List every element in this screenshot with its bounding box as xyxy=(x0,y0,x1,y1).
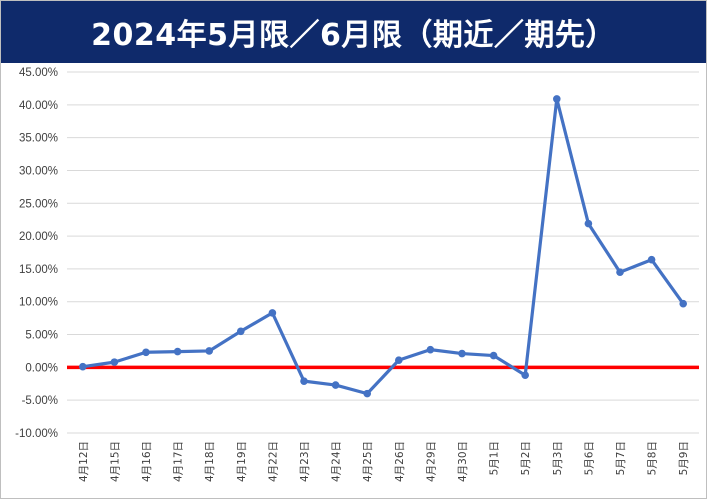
x-tick-label: 5月2日 xyxy=(520,441,532,475)
x-tick-label: 5月1日 xyxy=(489,441,501,475)
y-tick-label: 40.00% xyxy=(19,100,58,112)
y-tick-label: 0.00% xyxy=(25,362,58,374)
x-tick-label: 4月16日 xyxy=(141,441,153,482)
chart-title-bar: 2024年5月限／6月限（期近／期先） xyxy=(1,1,706,63)
x-tick-label: 4月17日 xyxy=(173,441,185,482)
data-point xyxy=(489,351,498,360)
x-tick-label: 5月3日 xyxy=(552,441,564,475)
y-tick-label: 10.00% xyxy=(19,297,58,309)
y-tick-label: 25.00% xyxy=(19,198,58,210)
data-series xyxy=(79,95,687,398)
x-tick-label: 4月23日 xyxy=(299,441,311,482)
x-tick-label: 4月30日 xyxy=(457,441,469,482)
y-tick-label: 20.00% xyxy=(19,231,58,243)
series-line xyxy=(81,97,685,396)
x-tick-label: 4月18日 xyxy=(204,441,216,482)
x-tick-label: 4月25日 xyxy=(362,441,374,482)
data-point xyxy=(521,371,529,380)
data-point xyxy=(647,255,656,264)
y-tick-label: -5.00% xyxy=(22,395,58,407)
x-tick-label: 5月9日 xyxy=(678,441,690,475)
data-point xyxy=(553,95,561,103)
data-point xyxy=(426,345,435,354)
x-tick-label: 4月19日 xyxy=(236,441,248,482)
data-point xyxy=(584,219,593,228)
data-point xyxy=(331,381,340,389)
data-point xyxy=(363,389,372,398)
data-point xyxy=(173,347,182,356)
x-tick-label: 4月26日 xyxy=(394,441,406,482)
y-tick-label: 45.00% xyxy=(19,67,58,79)
x-axis-ticks: 4月12日 4月15日 4月16日 4月17日 4月18日 4月19日 4月22日 4月23日… xyxy=(78,441,690,482)
x-tick-label: 5月8日 xyxy=(647,441,659,475)
x-tick-label: 4月12日 xyxy=(78,441,90,482)
data-point xyxy=(458,349,466,358)
y-tick-label: 5.00% xyxy=(25,330,58,342)
data-point xyxy=(679,299,687,308)
data-point xyxy=(110,358,119,366)
data-point xyxy=(395,356,403,364)
y-axis-ticks: 45.00% 40.00% 35.00% 30.00% 25.00% 20.00% 15.0… xyxy=(15,67,58,440)
x-tick-label: 4月24日 xyxy=(331,441,343,482)
y-tick-label: -10.00% xyxy=(15,428,58,440)
data-point xyxy=(142,348,150,357)
data-point xyxy=(205,347,213,355)
y-tick-label: 15.00% xyxy=(19,264,58,276)
data-point xyxy=(237,327,245,336)
gridlines xyxy=(67,71,699,434)
x-tick-label: 4月22日 xyxy=(267,441,279,482)
data-point xyxy=(616,268,624,276)
data-point xyxy=(79,362,87,371)
x-tick-label: 4月29日 xyxy=(425,441,437,482)
x-tick-label: 4月15日 xyxy=(109,441,121,482)
chart-title: 2024年5月限／6月限（期近／期先） xyxy=(91,18,616,53)
y-tick-label: 35.00% xyxy=(19,133,58,145)
x-tick-label: 5月6日 xyxy=(583,441,595,475)
x-tick-label: 5月7日 xyxy=(615,441,627,475)
data-point xyxy=(300,377,308,385)
data-point xyxy=(268,309,277,317)
y-tick-label: 30.00% xyxy=(19,165,58,177)
